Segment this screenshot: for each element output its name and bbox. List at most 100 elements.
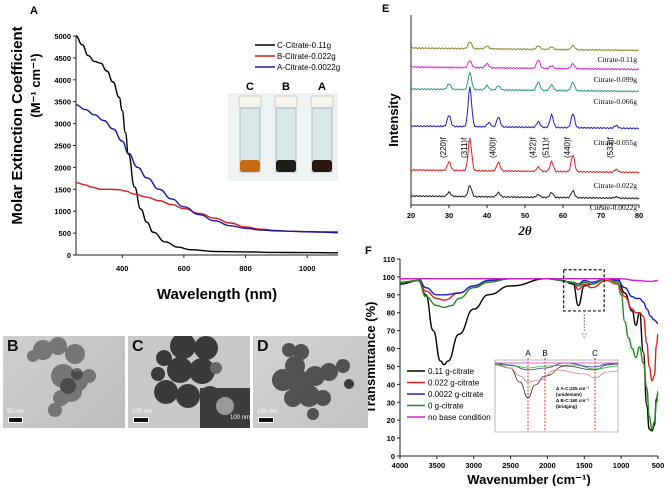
inset-annotation: (bridging)	[556, 404, 577, 409]
uv-vis-chart: A 0 500 1000 1500 2000 2500 3000 3500 4000 4500 500…	[9, 5, 340, 303]
panel-e: E 20 30 40 50 60 70 80 2θ Intensity Citrate-0.11g C…	[360, 0, 669, 245]
x-tick-label: 70	[597, 211, 605, 220]
peak-label: (440)f	[563, 136, 572, 158]
x-tick-label: 600	[178, 264, 191, 273]
x-tick-label: 3500	[429, 461, 446, 470]
vial-liquid	[240, 160, 260, 172]
peak-label: (533)f	[606, 136, 615, 158]
ftir-chart: F 0 10 20 30 40 50 60 70 80 90 100 110 4000 3500 3000 25…	[363, 245, 665, 487]
peak-label: (511)f	[542, 137, 551, 158]
y-tick-label: 0	[67, 251, 71, 260]
x-tick-label: 4000	[392, 461, 409, 470]
legend-label: A-Citrate-0.0022g	[277, 63, 340, 72]
x-tick-label: 500	[652, 461, 665, 470]
inset-annotation: (unidentate)	[556, 392, 582, 397]
legend-label: 0.0022 g-citrate	[428, 390, 484, 399]
y-tick-label: 2000	[54, 163, 71, 172]
series-line-1	[75, 182, 338, 233]
x-axis-label: Wavenumber (cm⁻¹)	[467, 472, 590, 486]
xrd-series-1	[410, 59, 640, 71]
x-tick-label: 40	[483, 211, 491, 220]
ftir-series-3	[399, 277, 659, 430]
ftir-series-1	[399, 278, 659, 382]
zoom-arrow-icon: ▽	[582, 333, 588, 340]
legend-label: B-Citrate-0.022g	[277, 52, 336, 61]
vial-cap	[274, 95, 298, 109]
y-tick-label: 500	[58, 229, 71, 238]
y-tick-label: 80	[387, 309, 395, 318]
inset-curve	[494, 364, 619, 383]
x-tick-label: 30	[445, 211, 453, 220]
tem-image-d: D 100 nm	[253, 336, 368, 428]
legend-label: no base condition	[428, 413, 491, 422]
tem-b-particles	[27, 337, 96, 417]
xrd-chart: E 20 30 40 50 60 70 80 2θ Intensity Citrate-0.11g C…	[382, 3, 643, 238]
ftir-series-0	[399, 277, 659, 432]
tem-d-particles	[272, 343, 354, 420]
series-label: Citrate-0.022g	[593, 181, 637, 190]
inset-annotation: Δ A-C:225 cm⁻¹	[556, 386, 590, 391]
y-tick-label: 3000	[54, 120, 71, 129]
xrd-series-4	[410, 137, 640, 174]
vial-liquid	[312, 160, 332, 172]
series-line-2	[75, 104, 339, 234]
vial-label: B	[282, 81, 290, 93]
y-tick-label: 5000	[54, 32, 71, 41]
ftir-inset	[494, 359, 619, 433]
y-tick-label: 90	[387, 291, 395, 300]
x-tick-label: 80	[635, 211, 643, 220]
y-tick-label: 0	[391, 452, 395, 461]
xrd-series-3	[410, 86, 640, 130]
x-axis-label: 2θ	[517, 223, 532, 238]
y-axis-label-units: (M⁻¹ cm⁻¹)	[28, 53, 43, 117]
y-tick-label: 1500	[54, 185, 71, 194]
legend-label: C-Citrate-0.11g	[277, 41, 331, 50]
y-tick-label: 4500	[54, 54, 71, 63]
y-tick-label: 60	[387, 345, 395, 354]
series-label: Citrate-0.0022g	[590, 203, 638, 212]
scale-bar-d	[258, 417, 274, 423]
panel-label-f: F	[365, 245, 372, 257]
x-tick-label: 2000	[539, 461, 556, 470]
legend-label: 0.11 g-citrate	[428, 367, 475, 376]
y-tick-label: 70	[387, 327, 395, 336]
x-tick-label: 50	[521, 211, 529, 220]
x-tick-label: 2500	[502, 461, 519, 470]
vial-cap	[310, 95, 334, 109]
panel-label-e: E	[382, 3, 389, 15]
y-tick-label: 30	[387, 398, 395, 407]
ftir-series-4	[399, 278, 659, 283]
y-axis-label: Molar Extinction Coefficient	[9, 26, 26, 224]
inset-marker-label: A	[525, 349, 531, 358]
inset-curve	[494, 363, 619, 399]
peak-label: (311)f	[460, 137, 469, 158]
x-tick-label: 3000	[465, 461, 482, 470]
xrd-series-5	[410, 184, 640, 200]
x-tick-label: 800	[239, 264, 252, 273]
series-line-0	[75, 35, 339, 254]
zoom-box	[563, 269, 605, 312]
y-tick-label: 110	[383, 255, 395, 264]
series-label: Citrate-0.066g	[593, 97, 637, 106]
scale-text-b: 50 nm	[7, 409, 24, 415]
tem-label-d: D	[257, 338, 269, 355]
y-tick-label: 10	[387, 434, 395, 443]
tem-image-c: C 100 nm 100 nm	[128, 336, 250, 428]
series-label: Citrate-0.11g	[597, 55, 637, 64]
xrd-series-2	[410, 71, 640, 93]
legend-label: 0.022 g-citrate	[428, 379, 480, 388]
ftir-series-2	[399, 277, 659, 325]
x-tick-label: 1000	[613, 461, 630, 470]
vial-label: A	[318, 81, 326, 93]
tem-image-b: B 50 nm	[3, 336, 125, 428]
peak-label: (422)f	[528, 136, 537, 158]
series-label: Citrate-0.099g	[593, 75, 637, 84]
tem-label-c: C	[132, 338, 144, 355]
x-tick-label: 1000	[299, 264, 316, 273]
panel-label-a: A	[30, 5, 38, 17]
panel-f: F 0 10 20 30 40 50 60 70 80 90 100 110 4000 3500 3000 25…	[345, 240, 669, 487]
inset-marker-label: C	[592, 349, 598, 358]
inset-annotation: Δ B-C:160 cm⁻¹	[556, 398, 590, 403]
y-tick-label: 3500	[54, 98, 71, 107]
vial-liquid	[276, 160, 296, 172]
